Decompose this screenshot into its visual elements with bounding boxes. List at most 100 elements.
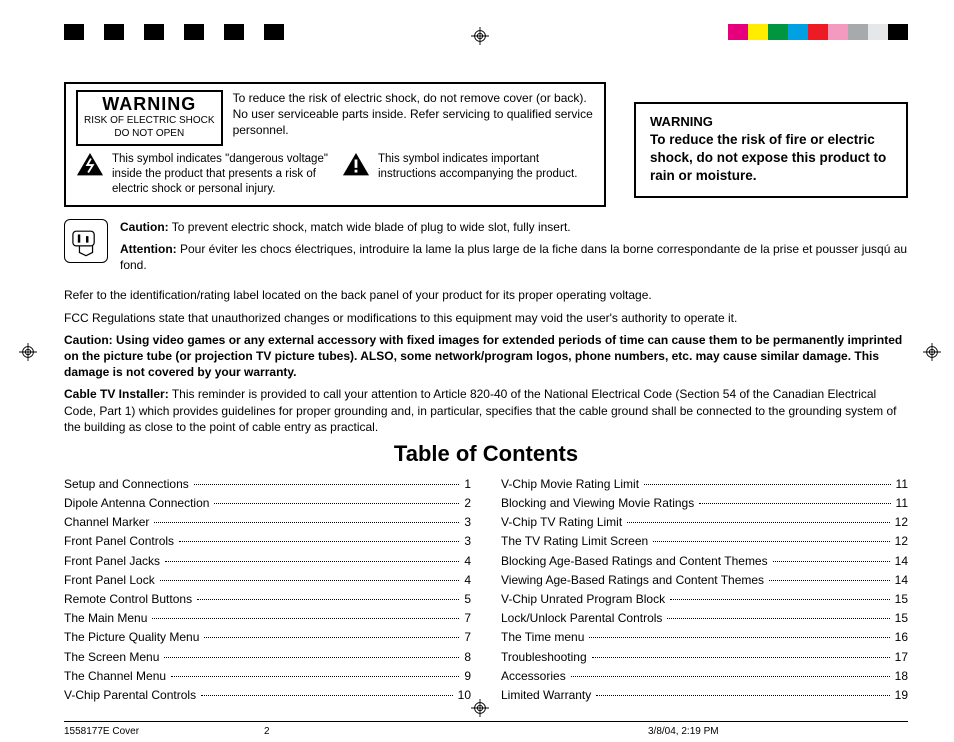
important-symbol-text: This symbol indicates important instruct… — [378, 152, 594, 197]
toc-row: V-Chip Unrated Program Block15 — [501, 590, 908, 609]
color-swatch — [164, 24, 184, 40]
toc-label: Lock/Unlock Parental Controls — [501, 609, 664, 628]
toc-label: Channel Marker — [64, 513, 151, 532]
toc-page: 18 — [893, 667, 908, 686]
toc-label: The Picture Quality Menu — [64, 628, 201, 647]
toc-row: Remote Control Buttons 5 — [64, 590, 471, 609]
toc-row: Blocking Age-Based Ratings and Content T… — [501, 552, 908, 571]
toc-row: The Time menu 16 — [501, 628, 908, 647]
toc-leader-dots — [644, 484, 890, 485]
toc-page: 15 — [893, 609, 908, 628]
color-swatch — [104, 24, 124, 40]
toc-label: Blocking Age-Based Ratings and Content T… — [501, 552, 770, 571]
toc-page: 2 — [462, 494, 471, 513]
registration-mark-icon — [922, 342, 942, 362]
toc-row: Limited Warranty 19 — [501, 686, 908, 705]
toc-leader-dots — [154, 522, 459, 523]
color-swatch — [728, 24, 748, 40]
registration-mark-icon — [470, 26, 490, 46]
toc-row: Viewing Age-Based Ratings and Content Th… — [501, 571, 908, 590]
para-cable-installer: Cable TV Installer: This reminder is pro… — [64, 386, 908, 435]
plug-caution-row: Caution: To prevent electric shock, matc… — [64, 219, 908, 280]
toc-leader-dots — [653, 541, 889, 542]
toc-leader-dots — [171, 676, 459, 677]
page-content: WARNING RISK OF ELECTRIC SHOCK DO NOT OP… — [64, 82, 908, 684]
color-swatch — [768, 24, 788, 40]
toc-page: 4 — [462, 552, 471, 571]
toc-page: 16 — [893, 628, 908, 647]
toc-column-right: V-Chip Movie Rating Limit11Blocking and … — [501, 475, 908, 705]
warning-box-moisture: WARNING To reduce the risk of fire or el… — [634, 102, 908, 198]
toc-page: 9 — [462, 667, 471, 686]
toc-leader-dots — [589, 637, 889, 638]
toc-row: Lock/Unlock Parental Controls 15 — [501, 609, 908, 628]
toc-row: The Picture Quality Menu 7 — [64, 628, 471, 647]
color-swatch — [204, 24, 224, 40]
attention-plug-text: Attention: Pour éviter les chocs électri… — [120, 241, 908, 273]
toc-page: 3 — [462, 513, 471, 532]
toc-leader-dots — [667, 618, 889, 619]
warning-label-line2: DO NOT OPEN — [84, 128, 215, 141]
toc-leader-dots — [179, 541, 459, 542]
toc-row: The Main Menu7 — [64, 609, 471, 628]
toc-page: 7 — [462, 628, 471, 647]
toc-label: V-Chip Unrated Program Block — [501, 590, 667, 609]
toc-row: Front Panel Lock4 — [64, 571, 471, 590]
toc-page: 14 — [893, 571, 908, 590]
toc-page: 19 — [893, 686, 908, 705]
toc-row: The TV Rating Limit Screen 12 — [501, 532, 908, 551]
print-colorbar-left — [64, 24, 284, 40]
toc-label: V-Chip TV Rating Limit — [501, 513, 624, 532]
toc-row: Troubleshooting17 — [501, 648, 908, 667]
toc-label: The Time menu — [501, 628, 586, 647]
toc-label: Troubleshooting — [501, 648, 589, 667]
para-caution-games: Caution: Using video games or any extern… — [64, 332, 908, 381]
toc-label: Limited Warranty — [501, 686, 593, 705]
toc-label: Dipole Antenna Connection — [64, 494, 211, 513]
toc-column-left: Setup and Connections1Dipole Antenna Con… — [64, 475, 471, 705]
toc-page: 12 — [893, 532, 908, 551]
footer-row: 1558177E Cover 2 3/8/04, 2:19 PM — [64, 726, 908, 737]
toc-leader-dots — [699, 503, 890, 504]
toc-label: Blocking and Viewing Movie Ratings — [501, 494, 696, 513]
toc-leader-dots — [164, 657, 459, 658]
toc-label: The Screen Menu — [64, 648, 161, 667]
color-swatch — [224, 24, 244, 40]
color-swatch — [124, 24, 144, 40]
toc-leader-dots — [194, 484, 460, 485]
toc-row: Dipole Antenna Connection 2 — [64, 494, 471, 513]
exclamation-triangle-icon — [342, 152, 370, 197]
toc-leader-dots — [773, 561, 890, 562]
para-identification: Refer to the identification/rating label… — [64, 287, 908, 303]
print-colorbar-right — [728, 24, 908, 40]
voltage-triangle-icon — [76, 152, 104, 197]
toc-label: Front Panel Controls — [64, 532, 176, 551]
warning-top-text: To reduce the risk of electric shock, do… — [233, 90, 594, 146]
toc-leader-dots — [670, 599, 890, 600]
toc-label: Setup and Connections — [64, 475, 191, 494]
toc-page: 12 — [893, 513, 908, 532]
color-swatch — [868, 24, 888, 40]
footer-filename: 1558177E Cover — [64, 726, 264, 737]
toc-leader-dots — [627, 522, 889, 523]
color-swatch — [748, 24, 768, 40]
color-swatch — [848, 24, 868, 40]
toc-label: V-Chip Movie Rating Limit — [501, 475, 641, 494]
para-fcc: FCC Regulations state that unauthorized … — [64, 310, 908, 326]
toc-heading: Table of Contents — [64, 441, 908, 467]
voltage-symbol-text: This symbol indicates "dangerous voltage… — [112, 152, 328, 197]
toc-page: 11 — [894, 494, 908, 513]
caution-plug-text: Caution: To prevent electric shock, matc… — [120, 219, 908, 235]
toc-label: The TV Rating Limit Screen — [501, 532, 650, 551]
toc-page: 14 — [893, 552, 908, 571]
toc-leader-dots — [201, 695, 453, 696]
toc-leader-dots — [197, 599, 459, 600]
toc-label: Viewing Age-Based Ratings and Content Th… — [501, 571, 766, 590]
toc-row: Front Panel Jacks4 — [64, 552, 471, 571]
warning-label-line1: RISK OF ELECTRIC SHOCK — [84, 115, 215, 128]
toc-page: 3 — [462, 532, 471, 551]
toc-label: Remote Control Buttons — [64, 590, 194, 609]
toc-page: 5 — [462, 590, 471, 609]
toc-row: V-Chip Movie Rating Limit11 — [501, 475, 908, 494]
color-swatch — [244, 24, 264, 40]
